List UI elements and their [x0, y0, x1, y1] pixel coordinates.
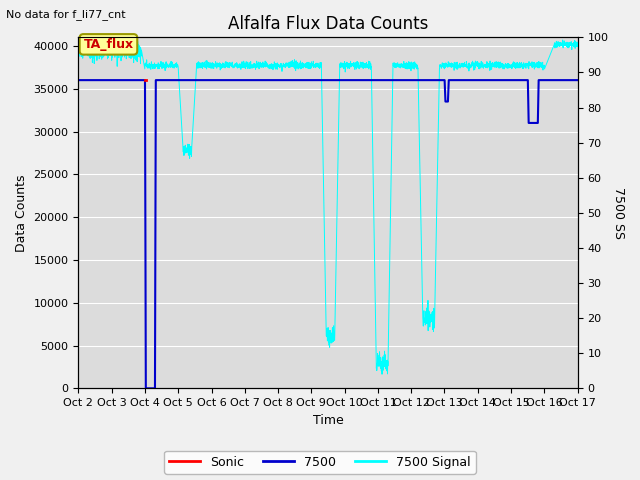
- Title: Alfalfa Flux Data Counts: Alfalfa Flux Data Counts: [228, 15, 428, 33]
- Y-axis label: 7500 SS: 7500 SS: [612, 187, 625, 239]
- Text: No data for f_li77_cnt: No data for f_li77_cnt: [6, 9, 126, 20]
- X-axis label: Time: Time: [312, 414, 344, 427]
- Legend: Sonic, 7500, 7500 Signal: Sonic, 7500, 7500 Signal: [164, 451, 476, 474]
- Y-axis label: Data Counts: Data Counts: [15, 174, 28, 252]
- Text: TA_flux: TA_flux: [83, 38, 134, 51]
